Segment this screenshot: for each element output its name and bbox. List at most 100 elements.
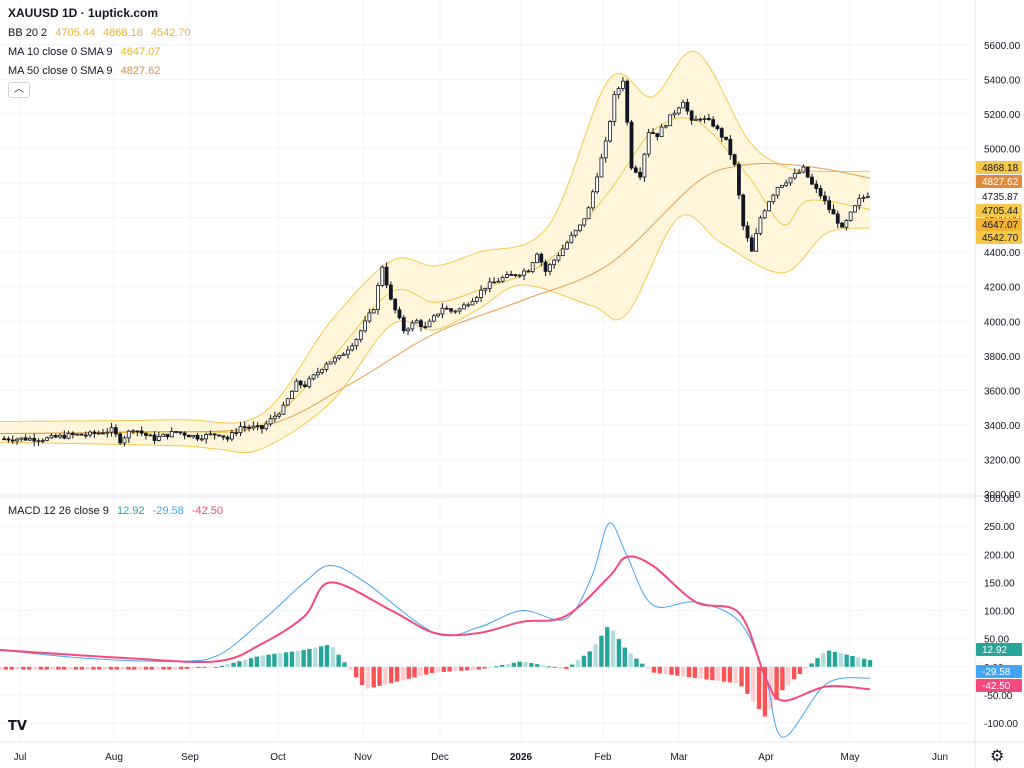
candle — [414, 318, 419, 324]
macd-tick-label: -100.00 — [984, 719, 1018, 730]
candle-body — [221, 435, 226, 438]
candle-body — [552, 259, 557, 266]
bb-upper-line — [0, 50, 871, 424]
candle-body — [285, 398, 290, 406]
macd-hist-bar — [44, 666, 49, 670]
macd-value-text: -29.58 — [982, 667, 1011, 678]
macd-hist-bar — [313, 647, 318, 667]
macd-hist-bar — [651, 666, 657, 673]
candle-body — [621, 80, 625, 89]
candle-body — [457, 308, 462, 312]
candle-body — [225, 436, 230, 440]
gear-icon[interactable]: ⚙ — [990, 746, 1005, 765]
candle — [681, 99, 685, 109]
macd-hist-bar — [383, 666, 388, 685]
candle — [608, 119, 612, 143]
macd-hist-bar — [91, 666, 96, 670]
candle-body — [431, 315, 436, 322]
candle — [724, 136, 728, 141]
candle-body — [88, 431, 92, 436]
time-tick-label: Oct — [270, 752, 286, 763]
candle-body — [440, 307, 445, 315]
collapse-legend-button[interactable]: ︿ — [8, 82, 30, 98]
candle-body — [139, 430, 144, 434]
macd-histogram — [0, 627, 873, 717]
time-axis: Jul Aug Sep Oct Nov Dec 2026 Feb Mar Apr May Jun — [14, 752, 948, 763]
macd-hist-bar — [289, 651, 295, 667]
candle — [333, 355, 337, 365]
candle-body — [178, 431, 183, 434]
ma10-legend[interactable]: MA 10 close 0 SMA 9 4647.07 — [8, 46, 160, 58]
candle — [621, 77, 625, 92]
candle-body — [444, 307, 449, 310]
macd-hist-bar — [645, 666, 651, 669]
macd-hist-bar — [558, 666, 563, 669]
candle — [754, 228, 759, 252]
candle — [629, 119, 634, 170]
candle — [371, 308, 376, 314]
candle — [208, 430, 213, 436]
macd-value-box — [976, 643, 1022, 656]
tradingview-logo[interactable]: TV — [8, 719, 27, 734]
macd-hist-bar — [815, 658, 820, 667]
candle — [358, 329, 363, 343]
candle — [182, 431, 187, 440]
candle — [625, 79, 630, 126]
candle-body — [75, 433, 80, 436]
candle-body — [543, 261, 548, 272]
candle-body — [483, 288, 488, 291]
candle-body — [694, 118, 698, 121]
candle-body — [633, 167, 638, 173]
macd-hist-bar — [254, 656, 260, 667]
candle — [156, 432, 161, 442]
candle-body — [109, 427, 114, 433]
candle-body — [616, 88, 621, 96]
candle-body — [410, 322, 415, 330]
candle — [565, 240, 569, 251]
candle-body — [242, 426, 247, 429]
candle-body — [801, 166, 806, 173]
macd-hist-bar — [202, 666, 207, 668]
macd-value-box — [976, 679, 1022, 692]
candle-body — [792, 172, 797, 179]
candle — [139, 426, 144, 437]
candle-body — [45, 437, 50, 441]
macd-hist-bar — [581, 655, 587, 667]
candle-body — [775, 186, 780, 196]
price-label-bb_lower: 4542.70 — [976, 231, 1022, 244]
candle-body — [144, 432, 148, 436]
candle — [651, 128, 655, 135]
macd-hist-bar — [260, 655, 265, 667]
candle — [792, 168, 797, 180]
macd-hist-bar — [669, 666, 674, 675]
candle — [612, 91, 617, 126]
macd-value-box — [976, 665, 1022, 678]
macd-hist-bar — [3, 666, 9, 670]
candle — [199, 434, 204, 442]
candle — [315, 367, 320, 378]
candle-body — [715, 125, 720, 129]
candle-body — [595, 176, 600, 193]
candle-body — [384, 266, 389, 286]
candle — [281, 401, 286, 415]
candle-body — [663, 125, 668, 128]
candle-body — [500, 277, 505, 282]
macd-hist-bar — [50, 666, 55, 670]
candle-body — [835, 213, 840, 224]
macd-legend[interactable]: MACD 12 26 close 9 12.92 -29.58 -42.50 — [8, 505, 223, 517]
macd-hist-bar — [301, 650, 306, 667]
bb-legend[interactable]: BB 20 2 4705.44 4868.18 4542.70 — [8, 27, 191, 39]
candle — [513, 273, 518, 278]
candle — [32, 433, 37, 447]
macd-hist-bar — [389, 666, 394, 684]
candle — [449, 307, 453, 314]
candle — [582, 218, 587, 228]
price-label-box — [976, 231, 1022, 244]
macd-hist-bar — [184, 666, 190, 669]
candle — [419, 318, 423, 332]
candle-body — [861, 197, 866, 199]
macd-hist-bar — [809, 663, 814, 667]
candle — [526, 269, 531, 273]
ma50-legend[interactable]: MA 50 close 0 SMA 9 4827.62 — [8, 65, 160, 77]
